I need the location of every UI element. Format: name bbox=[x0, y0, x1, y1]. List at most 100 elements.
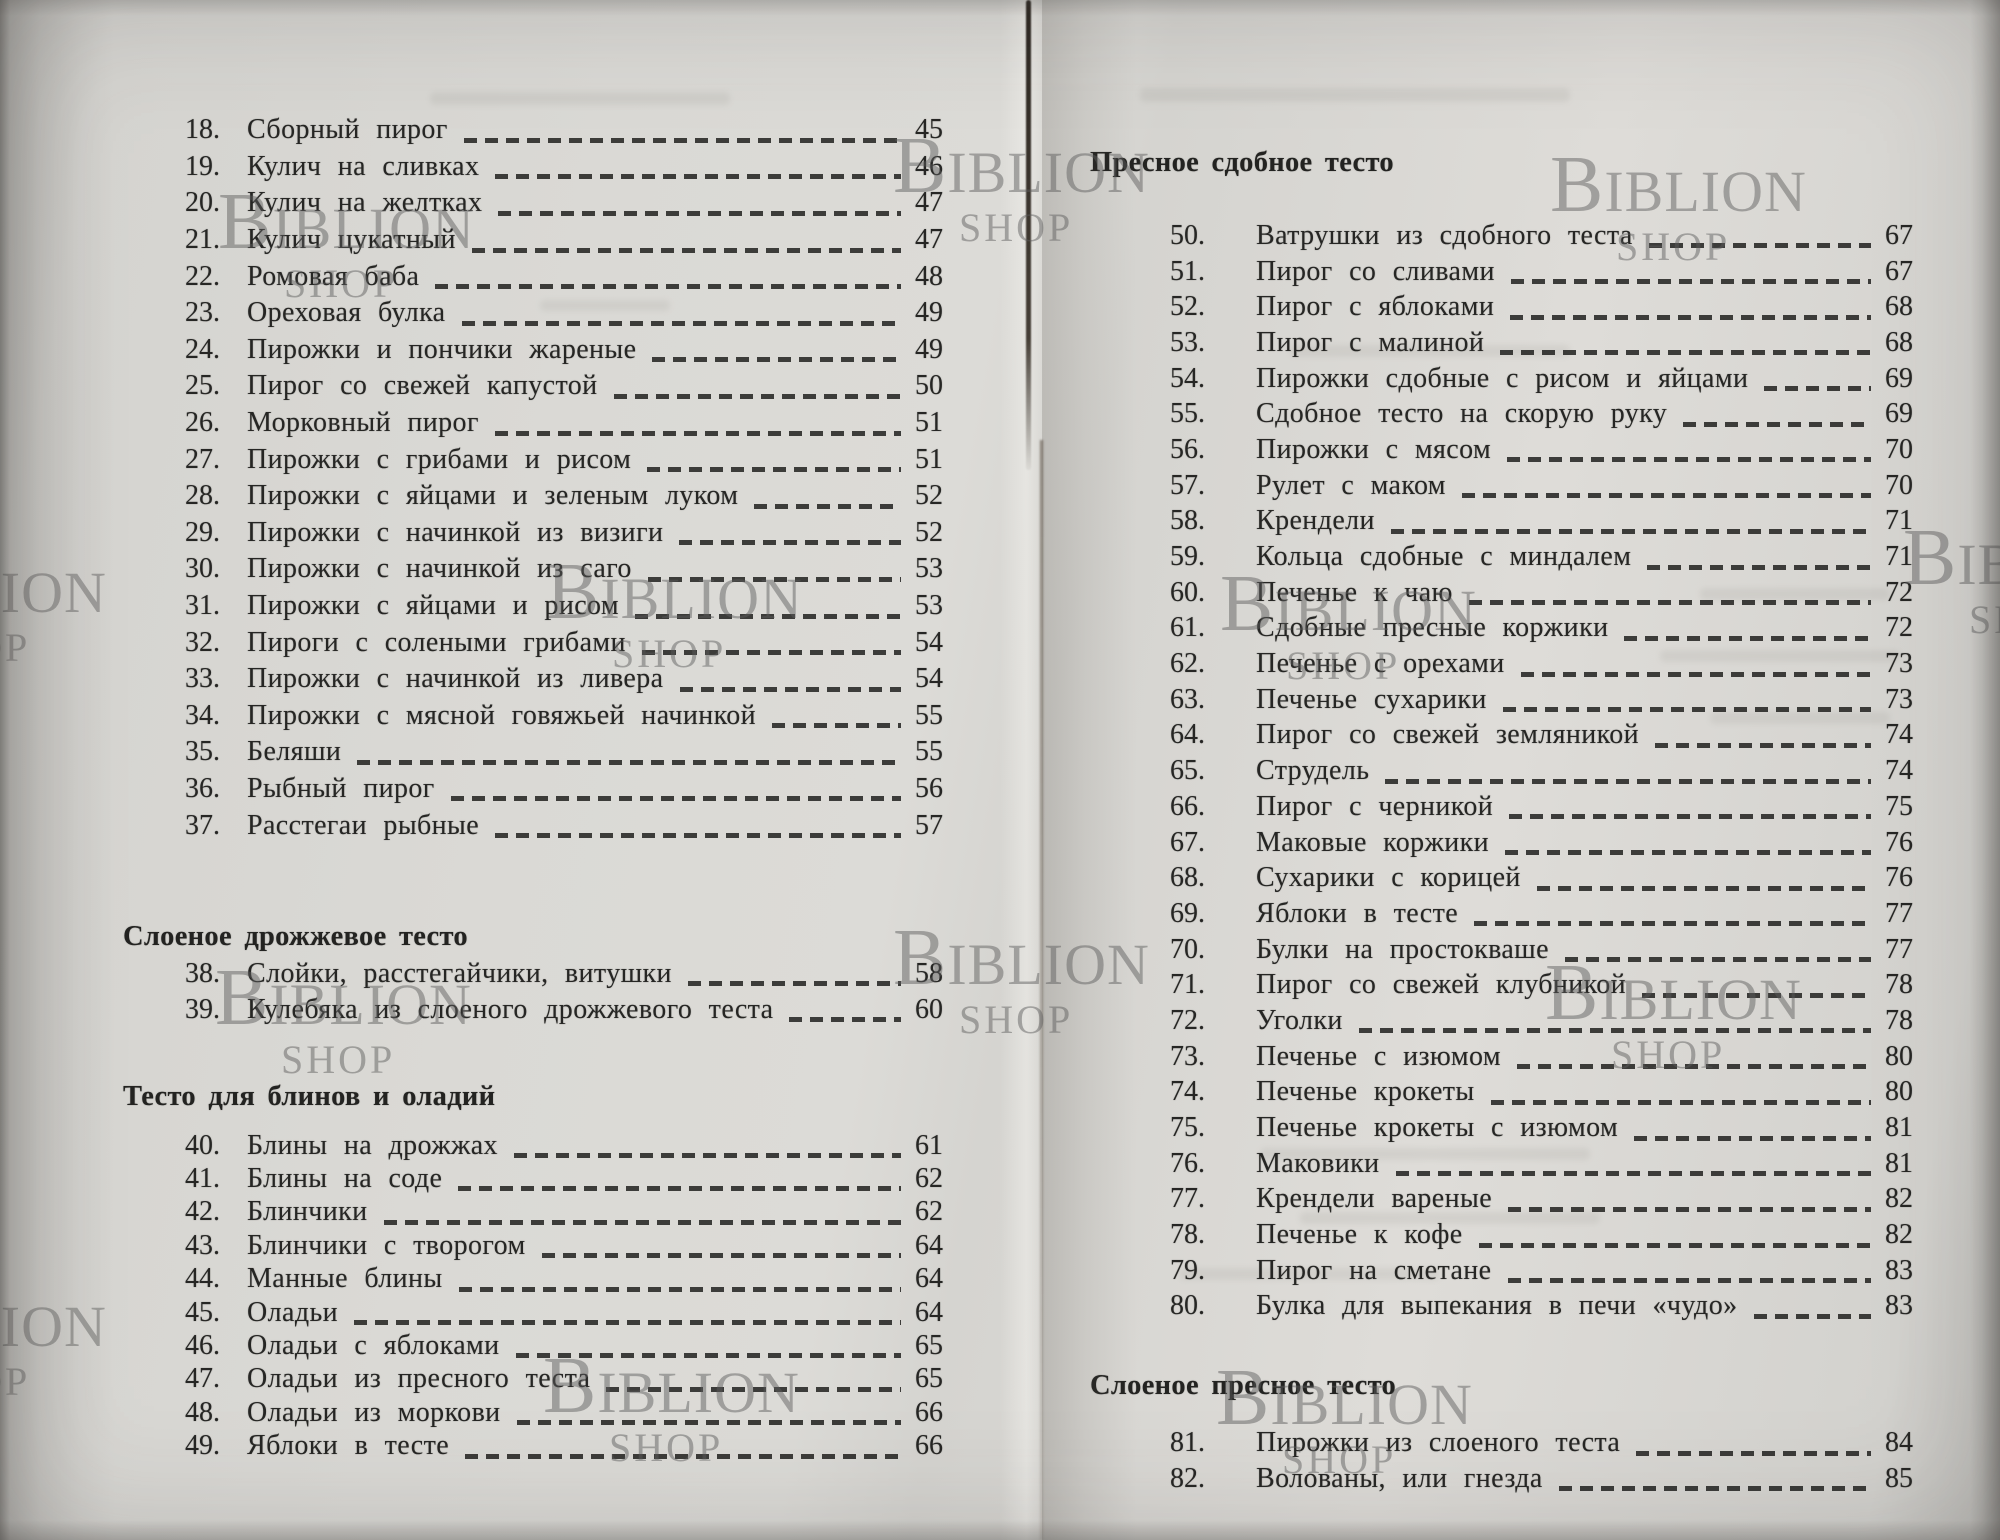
item-page-number: 49 bbox=[915, 297, 943, 329]
toc-row: 46. Оладьи с яблоками 65 bbox=[115, 1329, 990, 1362]
item-page-number: 71 bbox=[1885, 541, 1913, 573]
dotted-leader bbox=[679, 540, 901, 546]
item-page-number: 84 bbox=[1885, 1427, 1913, 1459]
item-number: 23. bbox=[185, 297, 220, 329]
item-number: 29. bbox=[185, 516, 220, 548]
item-page-number: 65 bbox=[915, 1363, 943, 1395]
item-page-number: 50 bbox=[915, 370, 943, 402]
item-number: 21. bbox=[185, 224, 220, 256]
dotted-leader bbox=[1558, 1486, 1871, 1492]
item-title: Волованы, или гнезда bbox=[1256, 1462, 1543, 1494]
dotted-leader bbox=[1358, 1028, 1871, 1034]
item-page-number: 70 bbox=[1885, 469, 1913, 501]
toc-row: 57. Рулет с маком 70 bbox=[995, 468, 1985, 504]
item-title: Блинчики с творогом bbox=[247, 1229, 526, 1261]
item-number: 37. bbox=[185, 809, 220, 841]
item-page-number: 53 bbox=[915, 553, 943, 585]
toc-row: 27. Пирожки с грибами и рисом 51 bbox=[115, 441, 990, 478]
dotted-leader bbox=[613, 393, 901, 399]
dotted-leader bbox=[1505, 850, 1871, 856]
item-number: 22. bbox=[185, 260, 220, 292]
toc-row: 74. Печенье крокеты 80 bbox=[995, 1075, 1985, 1111]
dotted-leader bbox=[516, 1420, 901, 1426]
dotted-leader bbox=[458, 1286, 901, 1292]
item-title: Блины на дрожжах bbox=[247, 1129, 498, 1161]
left-page: 18. Сборный пирог 45 19. Кулич на сливках 46 2… bbox=[115, 0, 990, 1540]
dotted-leader bbox=[652, 357, 901, 363]
item-page-number: 47 bbox=[915, 224, 943, 256]
dotted-leader bbox=[515, 1353, 901, 1359]
item-number: 79. bbox=[1170, 1254, 1205, 1286]
item-number: 50. bbox=[1170, 219, 1205, 251]
dotted-leader bbox=[541, 1253, 901, 1259]
dotted-leader bbox=[789, 1017, 901, 1023]
item-page-number: 55 bbox=[915, 699, 943, 731]
toc-rows: 38. Слойки, расстегайчики, витушки 58 39. Ку… bbox=[115, 956, 990, 1028]
item-title: Рыбный пирог bbox=[247, 772, 435, 804]
toc-row: 66. Пирог с черникой 75 bbox=[995, 789, 1985, 825]
toc-row: 41. Блины на соде 62 bbox=[115, 1162, 990, 1195]
item-title: Пироги с солеными грибами bbox=[247, 626, 626, 658]
dotted-leader bbox=[679, 686, 901, 692]
item-number: 42. bbox=[185, 1196, 220, 1228]
item-page-number: 57 bbox=[915, 809, 943, 841]
item-number: 73. bbox=[1170, 1040, 1205, 1072]
dotted-leader bbox=[383, 1219, 901, 1225]
item-number: 34. bbox=[185, 699, 220, 731]
item-page-number: 75 bbox=[1885, 790, 1913, 822]
toc-row: 39. Кулебяка из слоеного дрожжевого теста… bbox=[115, 992, 990, 1028]
toc-row: 82. Волованы, или гнезда 85 bbox=[995, 1461, 1985, 1497]
item-title: Морковный пирог bbox=[247, 407, 479, 439]
item-page-number: 83 bbox=[1885, 1254, 1913, 1286]
item-page-number: 69 bbox=[1885, 362, 1913, 394]
item-page-number: 82 bbox=[1885, 1219, 1913, 1251]
dotted-leader bbox=[513, 1153, 901, 1159]
item-number: 32. bbox=[185, 626, 220, 658]
item-title: Блины на соде bbox=[247, 1162, 443, 1194]
dotted-leader bbox=[461, 320, 901, 326]
item-page-number: 52 bbox=[915, 480, 943, 512]
item-title: Сдобные пресные коржики bbox=[1256, 612, 1609, 644]
item-title: Печенье с изюмом bbox=[1256, 1040, 1501, 1072]
item-number: 57. bbox=[1170, 469, 1205, 501]
toc-rows: 40. Блины на дрожжах 61 41. Блины на соде 62 4… bbox=[115, 1129, 990, 1463]
item-page-number: 73 bbox=[1885, 648, 1913, 680]
item-page-number: 82 bbox=[1885, 1183, 1913, 1215]
item-number: 44. bbox=[185, 1263, 220, 1295]
dotted-leader bbox=[1536, 885, 1871, 891]
dotted-leader bbox=[1636, 1450, 1871, 1456]
dotted-leader bbox=[1395, 1171, 1871, 1177]
item-title: Расстегаи рыбные bbox=[247, 809, 480, 841]
item-number: 67. bbox=[1170, 826, 1205, 858]
dotted-leader bbox=[1764, 386, 1871, 392]
item-page-number: 64 bbox=[915, 1263, 943, 1295]
toc-row: 72. Уголки 78 bbox=[995, 1003, 1985, 1039]
item-title: Струдель bbox=[1256, 755, 1370, 787]
item-page-number: 51 bbox=[915, 443, 943, 475]
toc-row: 33. Пирожки с начинкой из ливера 54 bbox=[115, 661, 990, 698]
item-page-number: 73 bbox=[1885, 683, 1913, 715]
toc-row: 37. Расстегаи рыбные 57 bbox=[115, 807, 990, 844]
item-number: 51. bbox=[1170, 255, 1205, 287]
dotted-leader bbox=[1474, 921, 1871, 927]
item-title: Рулет с маком bbox=[1256, 469, 1446, 501]
item-page-number: 47 bbox=[915, 187, 943, 219]
toc-row: 22. Ромовая баба 48 bbox=[115, 258, 990, 295]
dotted-leader bbox=[1502, 707, 1871, 713]
item-page-number: 46 bbox=[915, 150, 943, 182]
item-page-number: 83 bbox=[1885, 1290, 1913, 1322]
item-page-number: 76 bbox=[1885, 862, 1913, 894]
toc-row: 59. Кольца сдобные с миндалем 71 bbox=[995, 539, 1985, 575]
dotted-leader bbox=[1510, 279, 1871, 285]
toc-row: 61. Сдобные пресные коржики 72 bbox=[995, 611, 1985, 647]
item-page-number: 74 bbox=[1885, 719, 1913, 751]
item-page-number: 65 bbox=[915, 1329, 943, 1361]
item-page-number: 68 bbox=[1885, 291, 1913, 323]
item-title: Пирог со свежей капустой bbox=[247, 370, 598, 402]
item-title: Пирог с яблоками bbox=[1256, 291, 1495, 323]
toc-row: 45. Оладьи 64 bbox=[115, 1296, 990, 1329]
toc-row: 20. Кулич на желтках 47 bbox=[115, 185, 990, 222]
item-page-number: 64 bbox=[915, 1296, 943, 1328]
toc-row: 21. Кулич цукатный 47 bbox=[115, 222, 990, 259]
